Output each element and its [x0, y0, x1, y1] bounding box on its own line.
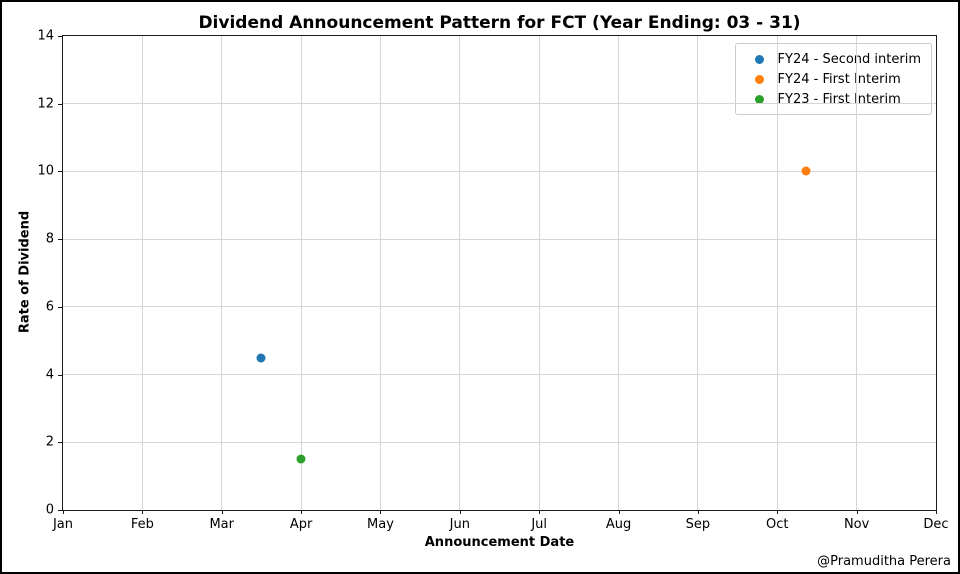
- x-tick-label: Apr: [289, 517, 313, 532]
- y-tick-mark: [58, 239, 62, 241]
- x-tick-label: Jun: [449, 517, 470, 532]
- x-tick-label: Sep: [685, 517, 711, 532]
- x-tick-label: Dec: [923, 517, 949, 532]
- y-tick-label: 8: [45, 231, 54, 247]
- x-tick-mark: [856, 510, 858, 514]
- x-tick-label: May: [367, 517, 394, 532]
- x-gridline: [459, 36, 461, 510]
- attribution-text: @Pramuditha Perera: [817, 554, 951, 569]
- legend-item: FY24 - Second interim: [745, 49, 921, 69]
- legend-marker-icon: [754, 94, 764, 104]
- scatter-point: [296, 454, 306, 464]
- y-gridline: [63, 103, 936, 105]
- y-tick-label: 10: [37, 163, 54, 179]
- x-tick-label: Jan: [52, 517, 74, 532]
- x-tick-mark: [539, 510, 541, 514]
- x-tick-mark: [777, 510, 779, 514]
- x-gridline: [697, 36, 699, 510]
- y-tick-mark: [58, 103, 62, 105]
- legend-item-label: FY24 - First Interim: [777, 71, 901, 87]
- x-tick-mark: [697, 510, 699, 514]
- y-tick-label: 0: [45, 502, 54, 518]
- legend-item: FY24 - First Interim: [745, 69, 921, 89]
- x-axis-label: Announcement Date: [424, 535, 575, 550]
- x-gridline: [379, 36, 381, 510]
- x-tick-mark: [936, 510, 937, 514]
- legend: FY24 - Second interim FY24 - First Interi…: [734, 43, 932, 115]
- x-gridline: [141, 36, 143, 510]
- y-gridline: [63, 306, 936, 308]
- x-tick-label: Nov: [843, 517, 870, 532]
- y-tick-label: 12: [37, 96, 54, 112]
- x-tick-label: Oct: [766, 517, 789, 532]
- y-axis-label: Rate of Dividend: [17, 210, 33, 334]
- y-tick-label: 14: [37, 28, 54, 44]
- x-tick-mark: [221, 510, 223, 514]
- x-gridline: [618, 36, 620, 510]
- x-tick-mark: [301, 510, 303, 514]
- x-tick-mark: [380, 510, 382, 514]
- plot-area: FY24 - Second interim FY24 - First Interi…: [37, 29, 948, 533]
- scatter-point: [256, 353, 266, 363]
- x-gridline: [776, 36, 778, 510]
- y-tick-mark: [58, 510, 62, 511]
- x-tick-mark: [142, 510, 144, 514]
- y-tick-mark: [58, 36, 62, 37]
- y-tick-mark: [58, 306, 62, 308]
- x-gridline: [538, 36, 540, 510]
- y-tick-label: 6: [45, 299, 54, 315]
- y-tick-mark: [58, 442, 62, 444]
- x-tick-label: Mar: [209, 517, 234, 532]
- scatter-point: [801, 166, 811, 176]
- legend-item-label: FY24 - Second interim: [777, 51, 921, 67]
- legend-item: FY23 - First Interim: [745, 89, 921, 109]
- x-tick-label: Feb: [130, 517, 154, 532]
- y-tick-label: 2: [45, 434, 54, 450]
- legend-marker-icon: [754, 54, 764, 64]
- y-tick-label: 4: [45, 367, 54, 383]
- x-tick-label: Aug: [605, 517, 632, 532]
- x-gridline: [856, 36, 858, 510]
- y-tick-mark: [58, 374, 62, 376]
- y-gridline: [63, 238, 936, 240]
- legend-item-label: FY23 - First Interim: [777, 91, 901, 107]
- y-gridline: [63, 170, 936, 172]
- x-tick-mark: [618, 510, 620, 514]
- legend-marker-icon: [754, 74, 764, 84]
- x-gridline: [300, 36, 302, 510]
- y-gridline: [63, 374, 936, 376]
- x-tick-mark: [459, 510, 461, 514]
- x-gridline: [221, 36, 223, 510]
- y-tick-mark: [58, 171, 62, 173]
- y-gridline: [63, 441, 936, 443]
- chart-title: Dividend Announcement Pattern for FCT (Y…: [198, 13, 801, 33]
- x-tick-mark: [63, 510, 64, 514]
- x-tick-label: Jul: [531, 517, 548, 532]
